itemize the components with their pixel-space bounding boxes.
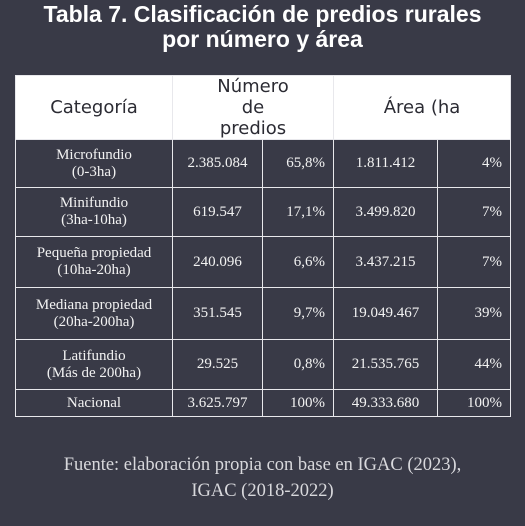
header-cell: Categoría <box>15 75 173 140</box>
row: Mediana propiedad (20ha-200ha) 351.545 9,7%… <box>15 287 512 340</box>
value-cell: 100% <box>437 389 512 417</box>
value-cell: 3.625.797 <box>172 389 263 417</box>
category-line: (10ha-20ha) <box>57 262 131 278</box>
value-cell: 9,7% <box>261 287 335 340</box>
category-line: Microfundio <box>56 146 132 163</box>
category-line: Minifundio <box>59 195 129 211</box>
category-line: Latifundio <box>62 347 126 364</box>
value-cell: 1.811.412 <box>333 139 439 188</box>
header-cell: Número de predios <box>171 75 335 140</box>
value-cell: 3.437.215 <box>333 236 439 288</box>
category-line: (3ha-10ha) <box>61 212 127 228</box>
category-cell: Mediana propiedad (20ha-200ha) <box>15 287 173 340</box>
category-cell: Pequeña propiedad (10ha-20ha) <box>15 236 173 288</box>
category-line: Mediana propiedad <box>35 296 153 313</box>
value-cell: 7% <box>437 236 512 288</box>
row: Minifundio (3ha-10ha) 619.547 17,1% 3.499.82… <box>15 187 512 237</box>
table: Categoría Número de predios Área (ha Mic… <box>15 75 512 417</box>
value-cell: 240.096 <box>172 236 263 288</box>
value-cell: 65,8% <box>261 139 335 188</box>
category-cell: Latifundio (Más de 200ha) <box>15 339 173 390</box>
value-cell: 49.333.680 <box>333 389 439 417</box>
row: Nacional 3.625.797 100% 49.333.680 100% <box>15 389 512 417</box>
value-cell: 19.049.467 <box>333 287 439 340</box>
category-line: Nacional <box>66 394 122 411</box>
value-cell: 44% <box>437 339 512 390</box>
category-line: (20ha-200ha) <box>53 313 135 330</box>
source-line: Fuente: elaboración propia con base en I… <box>63 455 462 475</box>
header-cell: Área (ha <box>333 75 512 140</box>
value-cell: 17,1% <box>261 187 335 237</box>
row: Latifundio (Más de 200ha) 29.525 0,8% 21.535… <box>15 339 512 390</box>
value-cell: 0,8% <box>261 339 335 390</box>
value-cell: 619.547 <box>172 187 263 237</box>
value-cell: 6,6% <box>261 236 335 288</box>
source-line: IGAC (2018-2022) <box>191 481 334 501</box>
title-line: Tabla 7. Clasificación de predios rurale… <box>43 1 482 27</box>
category-cell: Nacional <box>15 389 173 417</box>
value-cell: 351.545 <box>172 287 263 340</box>
value-cell: 4% <box>437 139 512 188</box>
value-cell: 7% <box>437 187 512 237</box>
title: Tabla 7. Clasificación de predios rurale… <box>0 2 525 52</box>
category-line: Pequeña propiedad <box>36 245 152 261</box>
category-cell: Microfundio (0-3ha) <box>15 139 173 188</box>
source: Fuente: elaboración propia con base en I… <box>0 452 525 504</box>
title-line: por número y área <box>162 26 363 52</box>
row: Pequeña propiedad (10ha-20ha) 240.096 6,6% 3… <box>15 236 512 288</box>
value-cell: 3.499.820 <box>333 187 439 237</box>
row: Microfundio (0-3ha) 2.385.084 65,8% 1.811.41… <box>15 139 512 188</box>
category-line: (Más de 200ha) <box>46 364 142 381</box>
value-cell: 21.535.765 <box>333 339 439 390</box>
category-line: (0-3ha) <box>71 163 117 180</box>
header-row: Categoría Número de predios Área (ha <box>15 75 512 140</box>
value-cell: 2.385.084 <box>172 139 263 188</box>
category-cell: Minifundio (3ha-10ha) <box>15 187 173 237</box>
value-cell: 29.525 <box>172 339 263 390</box>
value-cell: 100% <box>261 389 335 417</box>
value-cell: 39% <box>437 287 512 340</box>
